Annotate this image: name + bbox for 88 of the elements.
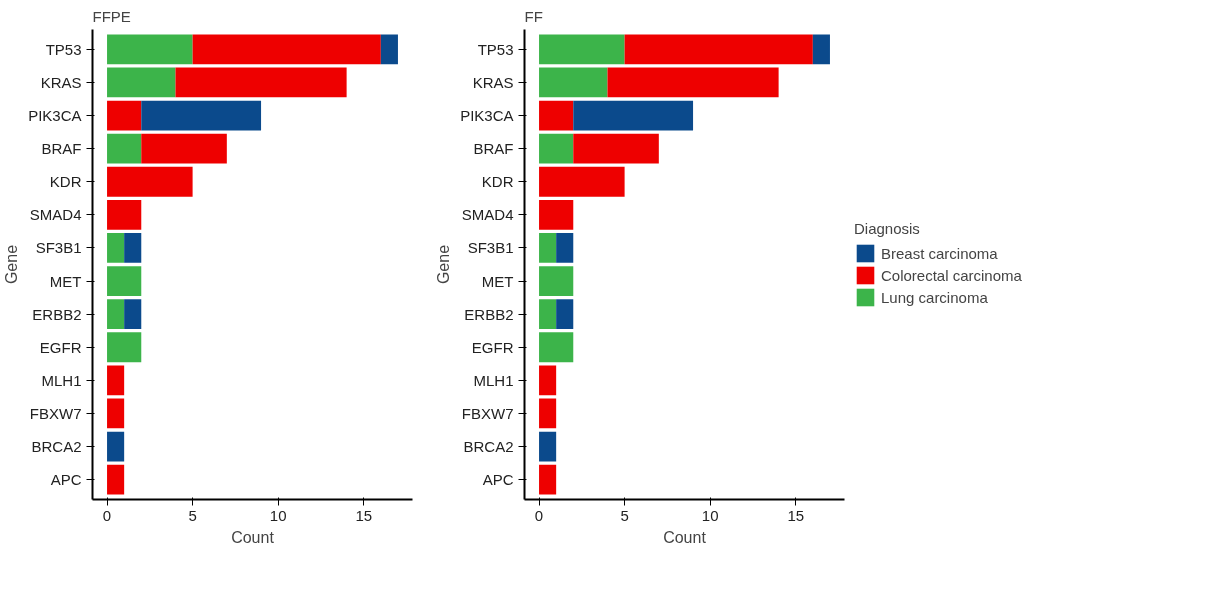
- chart-title: FFPE: [92, 7, 131, 25]
- bar: [107, 299, 125, 330]
- y-tick-label: MLH1: [473, 371, 514, 389]
- x-tick-label: 5: [620, 506, 629, 524]
- bar: [573, 133, 659, 164]
- x-axis-title: Count: [663, 528, 707, 546]
- bar: [539, 100, 574, 131]
- bar: [107, 365, 125, 396]
- y-tick-label: APC: [482, 471, 514, 489]
- y-tick-label: KRAS: [472, 73, 514, 91]
- bar: [141, 133, 227, 164]
- y-tick-label: KDR: [481, 173, 514, 191]
- x-tick-label: 15: [355, 506, 373, 524]
- bar: [380, 34, 398, 65]
- bar: [539, 464, 557, 495]
- bar: [107, 233, 125, 263]
- bar: [107, 100, 142, 131]
- bar: [539, 34, 625, 65]
- bar: [539, 365, 557, 396]
- bar: [192, 34, 381, 65]
- bar: [124, 233, 142, 263]
- bar: [624, 34, 813, 65]
- bar: [141, 100, 262, 131]
- bar: [107, 166, 193, 197]
- y-tick-label: FBXW7: [461, 404, 514, 422]
- bar: [607, 67, 779, 98]
- bar: [556, 299, 574, 330]
- chart-title: FF: [524, 7, 543, 25]
- bar: [539, 431, 557, 462]
- legend-label: Breast carcinoma: [881, 244, 998, 262]
- x-axis-title: Count: [231, 528, 275, 546]
- bar: [107, 332, 142, 363]
- bar: [539, 266, 574, 296]
- bar: [539, 166, 625, 197]
- y-tick-label: ERBB2: [464, 305, 514, 323]
- y-tick-label: MLH1: [41, 371, 82, 389]
- y-tick-label: SF3B1: [35, 239, 82, 257]
- x-tick-label: 0: [534, 506, 544, 524]
- bar: [573, 100, 694, 131]
- bar: [107, 34, 193, 65]
- bar: [107, 133, 142, 164]
- bar: [539, 67, 608, 98]
- y-tick-label: PIK3CA: [28, 107, 82, 125]
- x-tick-label: 10: [701, 506, 719, 524]
- y-tick-label: FBXW7: [29, 404, 82, 422]
- y-tick-label: KRAS: [40, 73, 82, 91]
- bar: [175, 67, 347, 98]
- y-axis-title: Gene: [3, 244, 21, 285]
- bar: [539, 398, 557, 429]
- bar: [539, 199, 574, 230]
- y-tick-label: BRAF: [41, 140, 82, 158]
- legend-label: Colorectal carcinoma: [881, 266, 1022, 284]
- y-tick-label: BRCA2: [31, 438, 82, 456]
- y-tick-label: EGFR: [39, 338, 82, 356]
- bar: [107, 266, 142, 296]
- x-tick-label: 10: [269, 506, 287, 524]
- bar: [812, 34, 830, 65]
- bar: [107, 431, 125, 462]
- bar: [124, 299, 142, 330]
- y-tick-label: MET: [481, 272, 514, 290]
- bar: [107, 398, 125, 429]
- bar: [539, 332, 574, 363]
- x-tick-label: 0: [102, 506, 112, 524]
- y-tick-label: BRAF: [473, 140, 514, 158]
- x-tick-label: 15: [787, 506, 805, 524]
- y-axis-title: Gene: [435, 244, 453, 285]
- bar: [556, 233, 574, 263]
- y-tick-label: SMAD4: [461, 206, 514, 224]
- y-tick-label: SMAD4: [29, 206, 82, 224]
- y-tick-label: ERBB2: [32, 305, 82, 323]
- bar: [539, 233, 557, 263]
- y-tick-label: TP53: [45, 40, 82, 58]
- y-tick-label: TP53: [477, 40, 514, 58]
- y-tick-label: SF3B1: [467, 239, 514, 257]
- bar: [539, 133, 574, 164]
- y-tick-label: MET: [49, 272, 82, 290]
- y-tick-label: APC: [50, 471, 82, 489]
- legend-title: Diagnosis: [854, 220, 921, 237]
- y-tick-label: PIK3CA: [460, 107, 514, 125]
- bar: [539, 299, 557, 330]
- y-tick-label: EGFR: [471, 338, 514, 356]
- x-tick-label: 5: [188, 506, 197, 524]
- y-tick-label: KDR: [49, 173, 82, 191]
- y-tick-label: BRCA2: [463, 438, 514, 456]
- bar: [107, 464, 125, 495]
- legend-label: Lung carcinoma: [881, 288, 988, 306]
- bar: [107, 199, 142, 230]
- bar: [107, 67, 176, 98]
